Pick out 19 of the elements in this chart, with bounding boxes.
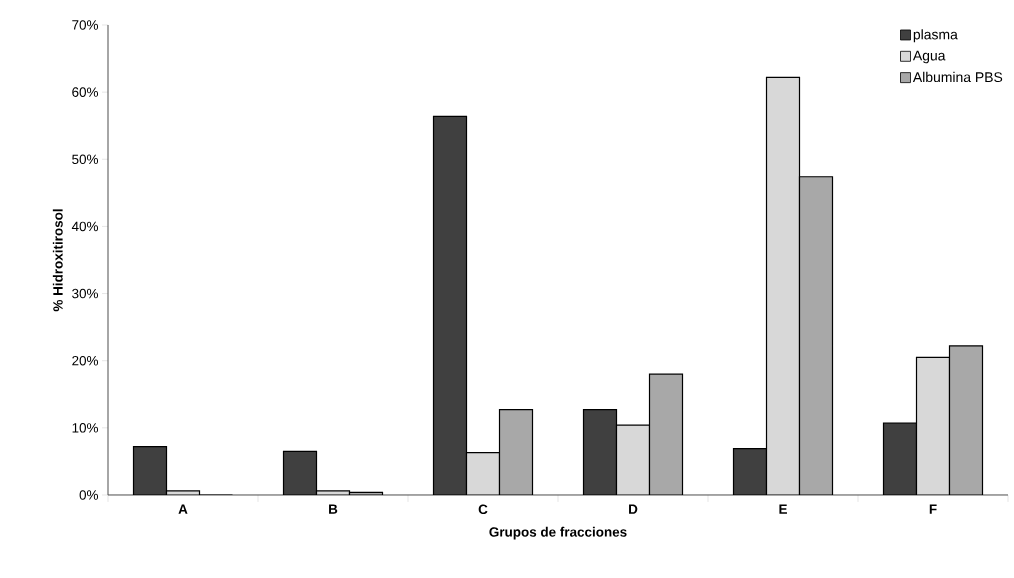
y-tick-label: 70%	[72, 20, 99, 30]
y-tick-label: 20%	[72, 355, 99, 366]
legend-label: Agua	[912, 50, 946, 64]
legend-label: Albumina PBS	[912, 71, 1003, 83]
x-tick-label: A	[178, 504, 188, 514]
x-tick-label: D	[629, 504, 638, 514]
y-axis-title: % Hidroxitirosol	[52, 209, 63, 312]
y-tick-label: 0%	[79, 490, 99, 500]
y-tick-label: 30%	[72, 288, 99, 299]
y-tick-label: 40%	[71, 221, 99, 232]
x-tick-label: C	[478, 504, 488, 515]
y-tick-label: 50%	[72, 154, 99, 165]
y-tick-label: 60%	[72, 87, 99, 97]
y-tick-label: 10%	[72, 423, 99, 433]
x-axis-title: Grupos de fracciones	[489, 526, 627, 540]
x-tick-label: F	[929, 504, 937, 514]
x-tick-label: B	[329, 504, 338, 514]
x-tick-label: E	[779, 504, 787, 514]
legend-label: plasma	[913, 29, 958, 43]
